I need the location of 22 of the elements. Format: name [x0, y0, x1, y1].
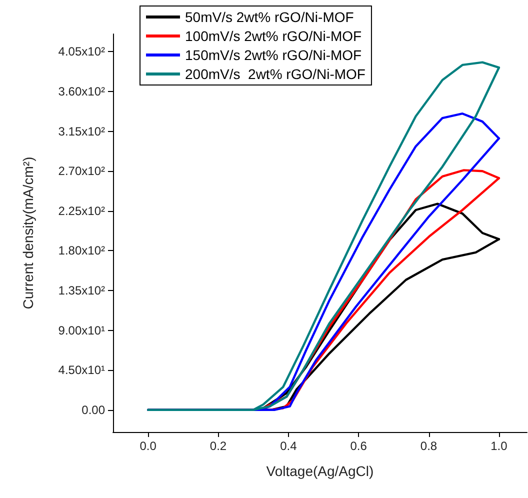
y-tick-label: 2.70x10² — [58, 164, 105, 178]
x-tick-label: 0.2 — [210, 439, 227, 453]
y-axis-title: Current density(mA/cm²) — [20, 156, 36, 310]
x-tick-label: 0.8 — [420, 439, 438, 453]
x-axis-title: Voltage(Ag/AgCl) — [266, 463, 374, 479]
y-tick-label: 9.00x10¹ — [58, 323, 105, 338]
legend-label: 200mV/s 2wt% rGO/Ni-MOF — [185, 66, 366, 82]
y-tick-label: 3.60x10² — [58, 84, 105, 98]
legend-label: 100mV/s 2wt% rGO/Ni-MOF — [185, 28, 362, 44]
x-tick-label: 1.0 — [490, 439, 508, 453]
x-tick-label: 0.0 — [140, 439, 157, 453]
legend-label: 50mV/s 2wt% rGO/Ni-MOF — [185, 9, 354, 25]
x-tick-label: 0.4 — [280, 439, 298, 453]
y-tick-label: 4.05x10² — [58, 44, 105, 59]
legend-label: 150mV/s 2wt% rGO/Ni-MOF — [185, 47, 362, 63]
y-tick-label: 3.15x10² — [58, 124, 105, 138]
x-tick-label: 0.6 — [350, 439, 368, 453]
y-tick-label: 1.80x10² — [58, 244, 105, 258]
y-tick-label: 4.50x10¹ — [58, 363, 105, 378]
y-tick-label: 0.00 — [82, 402, 106, 417]
y-tick-label: 2.25x10² — [58, 204, 105, 218]
y-tick-label: 1.35x10² — [58, 283, 105, 298]
